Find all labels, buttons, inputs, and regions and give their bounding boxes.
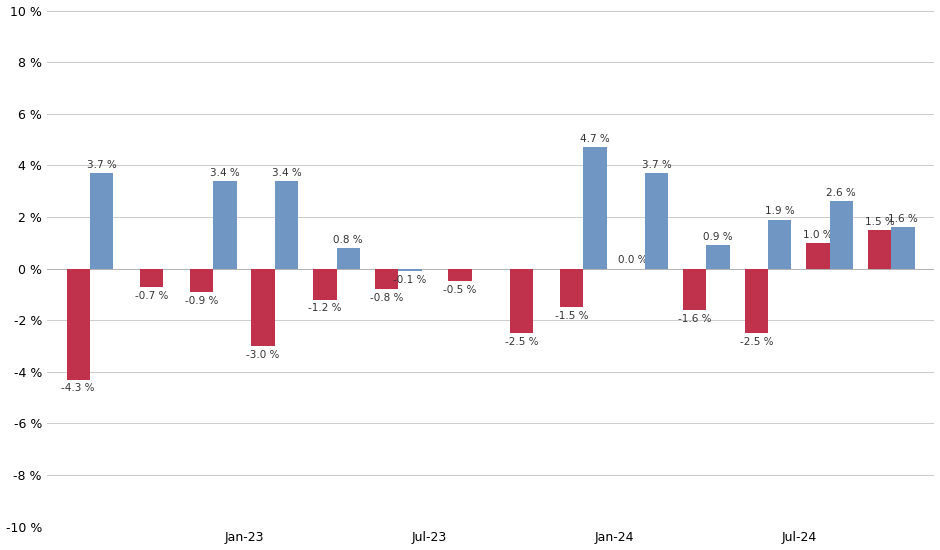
Bar xyxy=(830,201,854,268)
Text: -1.2 %: -1.2 % xyxy=(308,304,341,313)
Text: -0.7 %: -0.7 % xyxy=(135,290,168,300)
Text: -1.6 %: -1.6 % xyxy=(678,314,712,324)
Text: -3.0 %: -3.0 % xyxy=(246,350,280,360)
Bar xyxy=(90,173,114,268)
Bar xyxy=(559,268,583,307)
Bar xyxy=(706,245,729,268)
Bar xyxy=(509,268,533,333)
Text: 0.0 %: 0.0 % xyxy=(619,255,648,266)
Text: 1.5 %: 1.5 % xyxy=(865,217,895,227)
Text: 1.9 %: 1.9 % xyxy=(765,206,794,217)
Text: -2.5 %: -2.5 % xyxy=(740,337,773,347)
Text: -0.1 %: -0.1 % xyxy=(393,275,427,285)
Text: 3.7 %: 3.7 % xyxy=(642,160,671,170)
Text: -2.5 %: -2.5 % xyxy=(505,337,539,347)
Bar xyxy=(274,181,298,268)
Bar xyxy=(768,219,791,268)
Bar xyxy=(683,268,706,310)
Text: 1.0 %: 1.0 % xyxy=(803,230,833,240)
Text: 0.8 %: 0.8 % xyxy=(334,235,363,245)
Bar xyxy=(868,230,891,268)
Bar xyxy=(190,268,213,292)
Bar xyxy=(313,268,337,300)
Text: -0.9 %: -0.9 % xyxy=(185,296,218,306)
Bar xyxy=(337,248,360,268)
Bar xyxy=(399,268,421,271)
Bar xyxy=(448,268,472,282)
Bar xyxy=(807,243,830,268)
Bar xyxy=(583,147,606,268)
Text: 1.6 %: 1.6 % xyxy=(888,214,917,224)
Text: -0.5 %: -0.5 % xyxy=(443,285,477,295)
Text: 3.4 %: 3.4 % xyxy=(210,168,240,178)
Bar xyxy=(213,181,237,268)
Bar xyxy=(645,173,668,268)
Bar xyxy=(140,268,164,287)
Text: 3.7 %: 3.7 % xyxy=(86,160,117,170)
Bar xyxy=(251,268,274,346)
Text: -1.5 %: -1.5 % xyxy=(555,311,588,321)
Bar xyxy=(67,268,90,379)
Bar xyxy=(891,227,915,268)
Text: -0.8 %: -0.8 % xyxy=(369,293,403,303)
Text: -4.3 %: -4.3 % xyxy=(61,383,95,393)
Bar xyxy=(375,268,399,289)
Text: 3.4 %: 3.4 % xyxy=(272,168,302,178)
Text: 4.7 %: 4.7 % xyxy=(580,134,610,144)
Text: 0.9 %: 0.9 % xyxy=(703,232,733,242)
Text: 2.6 %: 2.6 % xyxy=(826,189,856,199)
Bar xyxy=(744,268,768,333)
